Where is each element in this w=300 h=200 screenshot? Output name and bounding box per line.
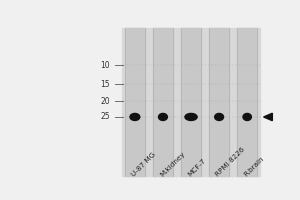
Text: 15: 15 <box>101 80 110 89</box>
Text: R.brain: R.brain <box>243 155 265 178</box>
Text: MCF-7: MCF-7 <box>187 157 207 178</box>
Text: M.kidney: M.kidney <box>159 150 186 178</box>
Text: 10: 10 <box>101 61 110 70</box>
Ellipse shape <box>130 113 140 120</box>
Ellipse shape <box>243 113 251 120</box>
Ellipse shape <box>158 113 167 120</box>
Bar <box>153 28 173 176</box>
Ellipse shape <box>185 113 197 120</box>
Text: 25: 25 <box>101 112 110 121</box>
Bar <box>237 28 257 176</box>
Text: U-87 MG: U-87 MG <box>130 151 157 178</box>
Bar <box>181 28 201 176</box>
Text: 20: 20 <box>101 97 110 106</box>
Ellipse shape <box>215 113 224 120</box>
Bar <box>122 28 260 176</box>
Bar <box>209 28 229 176</box>
Polygon shape <box>264 113 272 121</box>
Text: RPMI 8226: RPMI 8226 <box>215 146 246 178</box>
Bar <box>125 28 145 176</box>
